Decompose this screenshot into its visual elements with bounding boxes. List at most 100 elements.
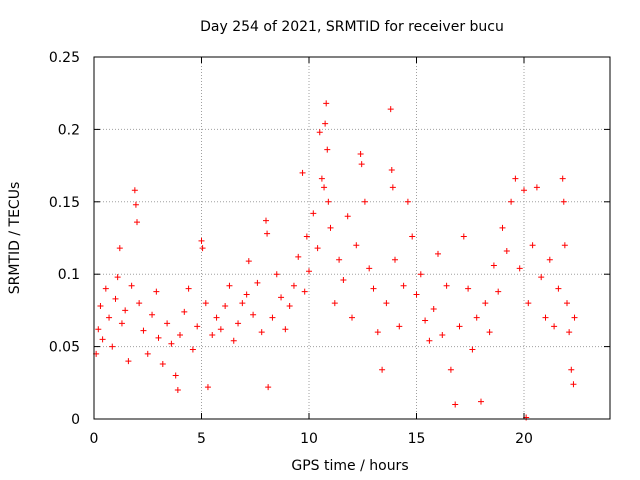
data-point xyxy=(469,346,476,353)
data-point xyxy=(314,245,321,252)
data-point xyxy=(318,175,325,182)
data-point xyxy=(286,303,293,310)
data-point xyxy=(306,268,312,275)
data-point xyxy=(109,343,116,350)
data-point xyxy=(131,187,138,194)
data-point xyxy=(473,314,480,321)
data-point xyxy=(400,282,407,289)
data-point xyxy=(136,300,143,307)
data-point xyxy=(316,129,323,136)
data-point xyxy=(204,384,211,391)
data-point xyxy=(132,201,139,208)
data-point xyxy=(269,314,276,321)
data-point xyxy=(134,219,140,226)
data-point xyxy=(417,271,424,278)
data-point xyxy=(486,329,493,336)
data-point xyxy=(97,303,104,310)
data-point xyxy=(413,291,420,298)
data-point xyxy=(125,358,132,365)
data-point xyxy=(344,213,351,220)
data-point xyxy=(264,230,271,237)
data-point xyxy=(426,337,433,344)
data-point xyxy=(245,258,252,265)
data-point xyxy=(383,300,390,307)
data-point xyxy=(353,242,360,249)
data-point xyxy=(118,320,125,327)
x-tick-label: 20 xyxy=(515,431,533,447)
data-point xyxy=(222,303,229,310)
data-point xyxy=(422,317,429,324)
data-point xyxy=(542,314,549,321)
data-point xyxy=(213,314,220,321)
data-point xyxy=(374,329,381,336)
data-point xyxy=(430,305,437,312)
data-point xyxy=(295,253,302,260)
data-point xyxy=(387,106,394,113)
data-point xyxy=(323,100,330,107)
data-point xyxy=(561,242,568,249)
data-point xyxy=(250,311,257,318)
data-point xyxy=(331,300,338,307)
x-tick-label: 10 xyxy=(300,431,318,447)
data-point xyxy=(235,320,242,327)
data-point xyxy=(349,314,355,321)
data-point xyxy=(254,279,261,286)
data-point xyxy=(508,198,515,205)
data-point xyxy=(404,198,411,205)
data-point xyxy=(102,285,109,292)
y-axis-label: SRMTID / TECUs xyxy=(7,182,23,295)
data-point xyxy=(570,381,577,388)
data-point xyxy=(194,323,201,330)
data-point xyxy=(116,245,123,252)
y-tick-label: 0.05 xyxy=(49,340,80,356)
data-point xyxy=(340,276,347,283)
data-point xyxy=(181,308,188,315)
chart-title: Day 254 of 2021, SRMTID for receiver buc… xyxy=(200,19,504,35)
data-point xyxy=(230,337,237,344)
data-point xyxy=(106,314,113,321)
data-point xyxy=(564,300,570,307)
data-point xyxy=(226,282,233,289)
data-point xyxy=(460,233,467,240)
plot-frame xyxy=(93,56,611,420)
data-point xyxy=(521,187,527,194)
data-point xyxy=(566,329,573,336)
data-point xyxy=(499,224,506,231)
data-point xyxy=(202,300,209,307)
data-point xyxy=(112,295,119,302)
data-point xyxy=(456,323,463,330)
data-point xyxy=(278,294,285,301)
data-point xyxy=(322,120,329,127)
data-point xyxy=(490,262,497,269)
data-point xyxy=(361,198,368,205)
data-point xyxy=(185,285,192,292)
data-point xyxy=(168,340,175,347)
data-point xyxy=(388,166,395,173)
data-point xyxy=(172,372,179,379)
data-point xyxy=(299,169,306,176)
data-point xyxy=(325,198,332,205)
x-tick-label: 0 xyxy=(90,431,99,447)
data-point xyxy=(114,274,121,281)
data-point xyxy=(140,327,147,334)
data-point xyxy=(546,256,553,263)
data-point xyxy=(324,146,331,153)
data-point xyxy=(336,256,343,263)
data-point xyxy=(529,242,536,249)
data-point xyxy=(503,248,510,255)
data-point xyxy=(290,282,297,289)
y-tick-label: 0 xyxy=(71,412,80,428)
data-point xyxy=(559,175,566,182)
data-point xyxy=(128,282,135,289)
data-point xyxy=(538,274,545,281)
data-point xyxy=(516,265,523,272)
data-point xyxy=(258,329,265,336)
data-point xyxy=(366,265,373,272)
data-point xyxy=(533,184,540,191)
data-point xyxy=(439,332,446,339)
data-point xyxy=(370,285,377,292)
data-point xyxy=(357,151,364,158)
data-point xyxy=(159,360,166,367)
